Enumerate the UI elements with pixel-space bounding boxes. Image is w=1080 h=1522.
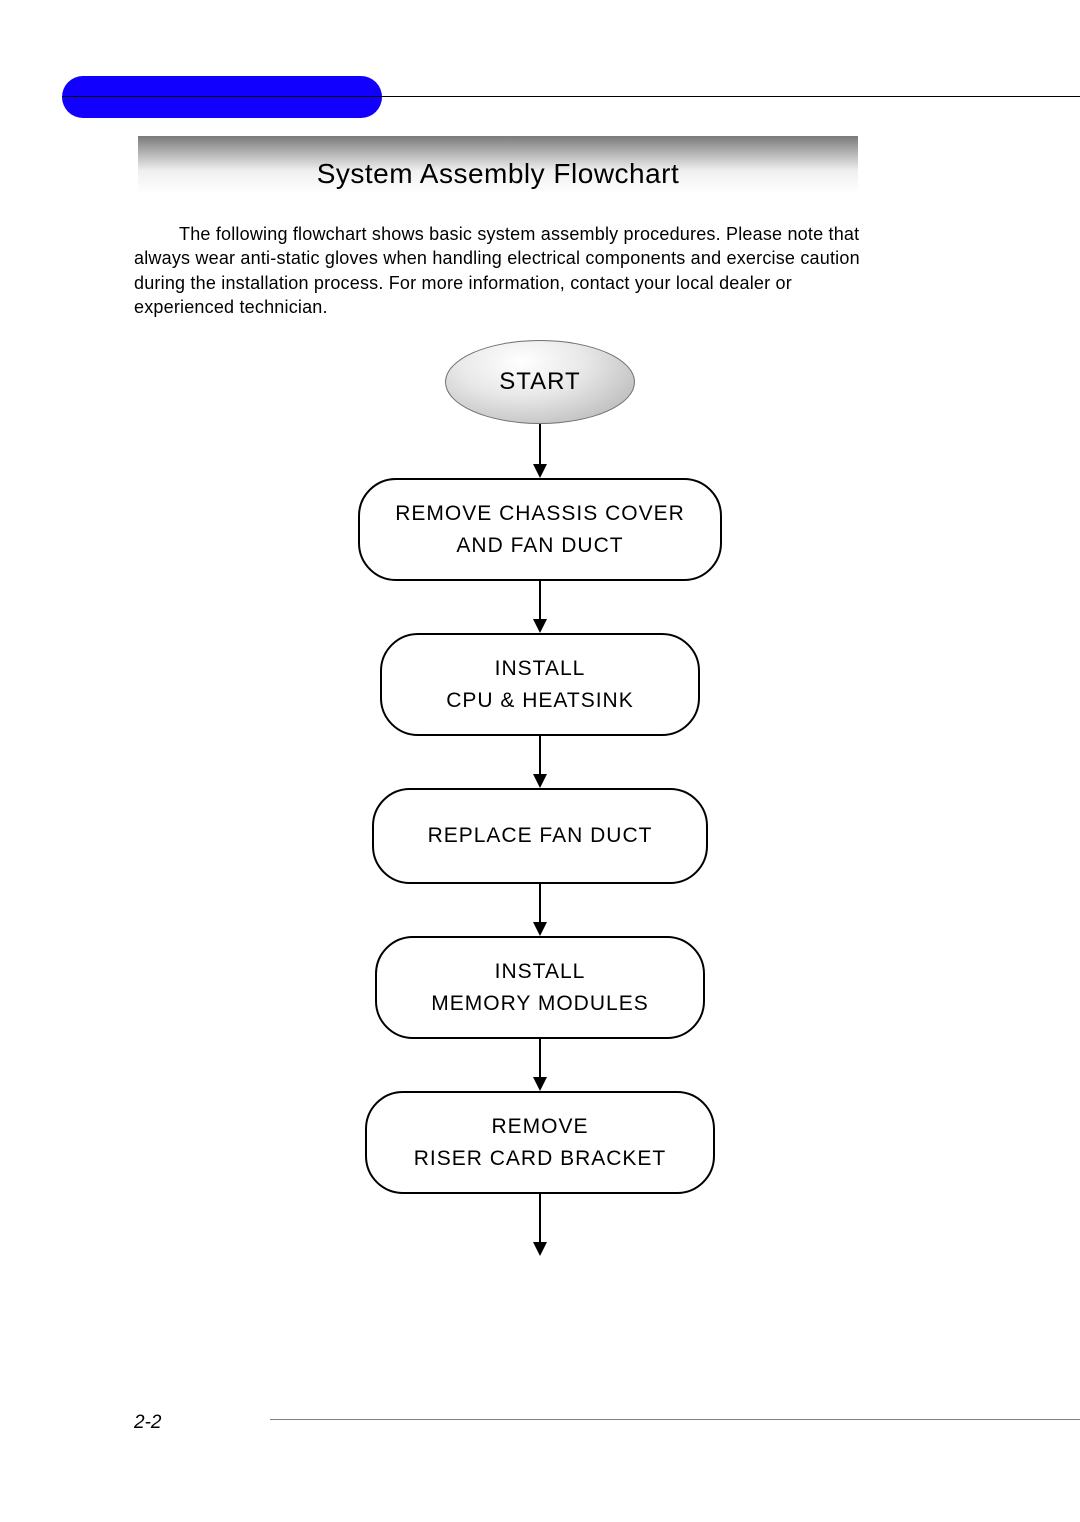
node-line2: CPU & HEATSINK [446, 685, 633, 717]
start-label: START [499, 368, 580, 396]
header-bar [62, 76, 382, 118]
node-line2: AND FAN DUCT [456, 530, 623, 562]
footer-line [270, 1419, 1080, 1420]
arrow-head-icon [533, 464, 547, 478]
page-container: System Assembly Flowchart The following … [0, 0, 1080, 1522]
header-line [62, 96, 1080, 97]
arrow-6 [533, 1194, 547, 1256]
remove-cover-node: REMOVE CHASSIS COVER AND FAN DUCT [358, 478, 722, 581]
install-cpu-node: INSTALL CPU & HEATSINK [380, 633, 700, 736]
arrow-2 [533, 581, 547, 633]
arrow-4 [533, 884, 547, 936]
arrow-5 [533, 1039, 547, 1091]
page-number: 2-2 [134, 1412, 161, 1434]
node-line1: REPLACE FAN DUCT [428, 820, 653, 852]
arrow-1 [533, 424, 547, 478]
arrow-line [539, 424, 541, 464]
install-memory-node: INSTALL MEMORY MODULES [375, 936, 705, 1039]
replace-duct-node: REPLACE FAN DUCT [372, 788, 708, 884]
node-line1: REMOVE CHASSIS COVER [395, 498, 685, 530]
arrow-head-icon [533, 619, 547, 633]
node-line1: REMOVE [491, 1111, 588, 1143]
arrow-head-icon [533, 922, 547, 936]
arrow-3 [533, 736, 547, 788]
arrow-head-icon [533, 1077, 547, 1091]
arrow-line [539, 884, 541, 922]
node-line2: MEMORY MODULES [431, 988, 648, 1020]
arrow-line [539, 1194, 541, 1242]
intro-paragraph: The following flowchart shows basic syst… [134, 222, 874, 319]
arrow-line [539, 736, 541, 774]
title-box: System Assembly Flowchart [138, 136, 858, 194]
remove-riser-node: REMOVE RISER CARD BRACKET [365, 1091, 715, 1194]
arrow-line [539, 581, 541, 619]
node-line2: RISER CARD BRACKET [414, 1143, 667, 1175]
arrow-head-icon [533, 1242, 547, 1256]
arrow-head-icon [533, 774, 547, 788]
arrow-line [539, 1039, 541, 1077]
node-line1: INSTALL [495, 956, 586, 988]
flowchart: START REMOVE CHASSIS COVER AND FAN DUCT … [0, 340, 1080, 1256]
start-node: START [445, 340, 635, 424]
node-line1: INSTALL [495, 653, 586, 685]
page-title: System Assembly Flowchart [317, 158, 680, 190]
